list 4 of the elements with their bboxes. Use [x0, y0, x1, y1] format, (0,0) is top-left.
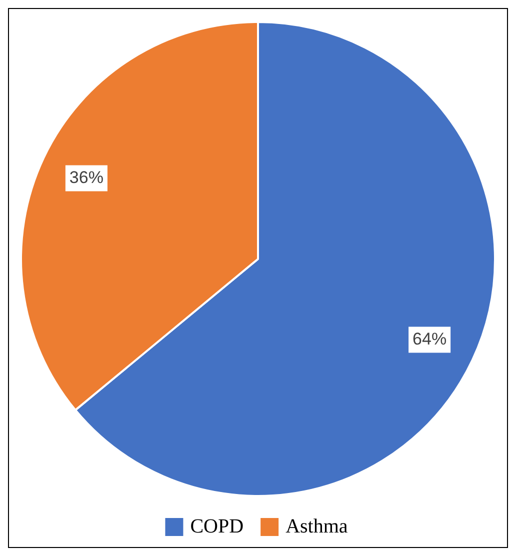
legend-label: Asthma [286, 515, 348, 538]
legend-label: COPD [190, 515, 244, 538]
data-label: 36% [69, 168, 104, 187]
data-label: 64% [412, 329, 447, 348]
